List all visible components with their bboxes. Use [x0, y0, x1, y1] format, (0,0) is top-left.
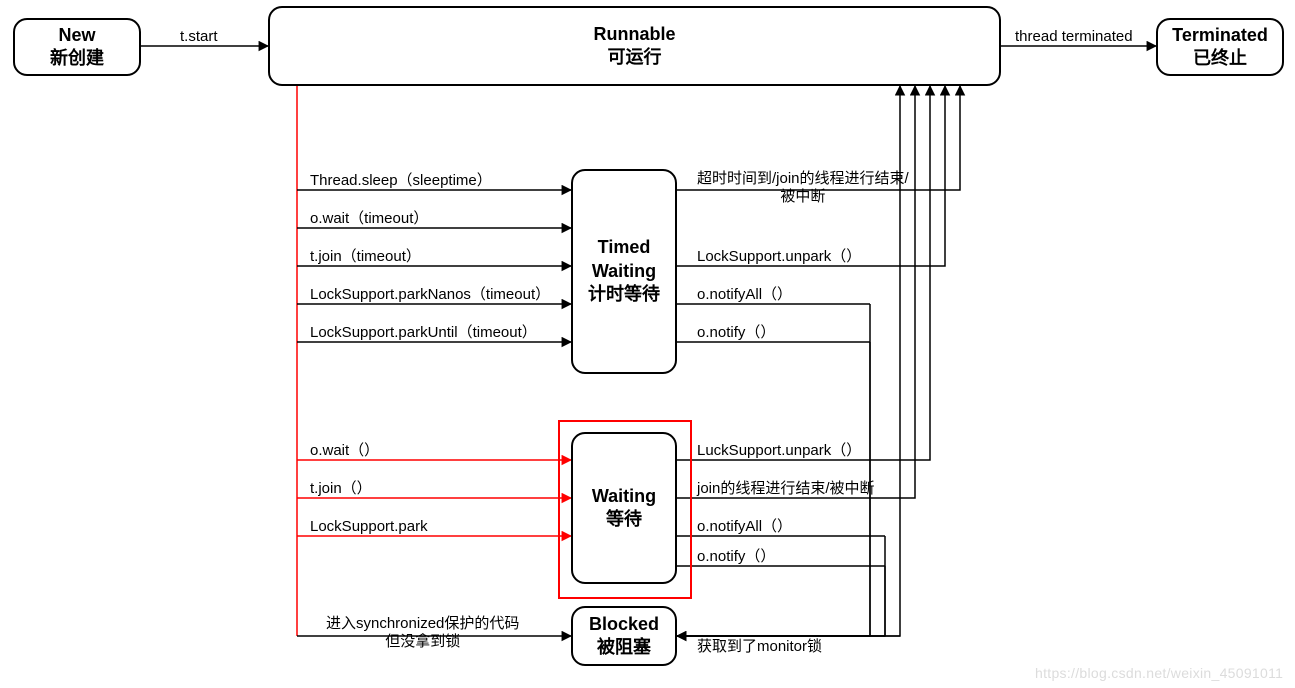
- edge-label-thread-terminated: thread terminated: [1015, 28, 1133, 46]
- edge-label-notifyall-w: o.notifyAll（）: [697, 518, 792, 536]
- node-new-title: New: [58, 24, 95, 47]
- edge-label-parknanos: LockSupport.parkNanos（timeout）: [310, 286, 550, 304]
- edge-label-got-monitor: 获取到了monitor锁: [697, 638, 822, 656]
- node-new-sub: 新创建: [50, 47, 104, 70]
- edge-label-unpark-tw: LockSupport.unpark（）: [697, 248, 861, 266]
- node-runnable: Runnable 可运行: [268, 6, 1001, 86]
- node-blocked: Blocked 被阻塞: [571, 606, 677, 666]
- edge-label-tstart: t.start: [180, 28, 218, 46]
- edge-label-notify-tw: o.notify（）: [697, 324, 775, 342]
- edge-label-unpark-w: LuckSupport.unpark（）: [697, 442, 861, 460]
- node-terminated: Terminated 已终止: [1156, 18, 1284, 76]
- edge-label-enter-sync: 进入synchronized保护的代码但没拿到锁: [326, 615, 519, 651]
- node-runnable-title: Runnable: [593, 23, 675, 46]
- edge-label-join-end-w: join的线程进行结束/被中断: [697, 480, 875, 498]
- edge-label-timeout-join-end: 超时时间到/join的线程进行结束/被中断: [697, 170, 909, 206]
- edge-label-notify-w: o.notify（）: [697, 548, 775, 566]
- watermark-text: https://blog.csdn.net/weixin_45091011: [1035, 665, 1283, 681]
- node-runnable-sub: 可运行: [608, 46, 662, 69]
- edge-label-park: LockSupport.park: [310, 518, 428, 536]
- node-terminated-title: Terminated: [1172, 24, 1268, 47]
- edge-label-owait-timeout: o.wait（timeout）: [310, 210, 428, 228]
- node-timed-title1: Timed: [598, 236, 651, 259]
- edge-label-tjoin: t.join（）: [310, 480, 372, 498]
- node-new: New 新创建: [13, 18, 141, 76]
- node-timed-title2: Waiting: [592, 260, 656, 283]
- edge-label-tjoin-timeout: t.join（timeout）: [310, 248, 421, 266]
- node-timed-sub: 计时等待: [588, 283, 660, 306]
- node-timed-waiting: Timed Waiting 计时等待: [571, 169, 677, 374]
- edge-label-owait: o.wait（）: [310, 442, 379, 460]
- node-blocked-title: Blocked: [589, 613, 659, 636]
- edge-label-parkuntil: LockSupport.parkUntil（timeout）: [310, 324, 537, 342]
- edge-label-notifyall-tw: o.notifyAll（）: [697, 286, 792, 304]
- waiting-highlight-box: [558, 420, 692, 599]
- edge-label-thread-sleep: Thread.sleep（sleeptime）: [310, 172, 492, 190]
- node-terminated-sub: 已终止: [1193, 47, 1247, 70]
- node-blocked-sub: 被阻塞: [597, 636, 651, 659]
